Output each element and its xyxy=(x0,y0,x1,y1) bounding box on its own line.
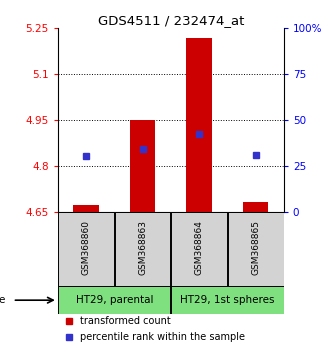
Text: HT29, parental: HT29, parental xyxy=(76,295,153,305)
Bar xyxy=(58,212,114,286)
Bar xyxy=(130,120,155,212)
Text: GSM368865: GSM368865 xyxy=(251,220,260,275)
Bar xyxy=(228,212,283,286)
Text: GSM368863: GSM368863 xyxy=(138,220,147,275)
Bar xyxy=(58,286,171,314)
Bar xyxy=(186,38,212,212)
Text: percentile rank within the sample: percentile rank within the sample xyxy=(80,332,245,342)
Text: transformed count: transformed count xyxy=(80,316,171,326)
Bar xyxy=(115,212,171,286)
Text: HT29, 1st spheres: HT29, 1st spheres xyxy=(180,295,275,305)
Bar xyxy=(73,205,99,212)
Title: GDS4511 / 232474_at: GDS4511 / 232474_at xyxy=(98,14,244,27)
Bar xyxy=(243,201,268,212)
Text: GSM368860: GSM368860 xyxy=(82,220,90,275)
Text: cell line: cell line xyxy=(0,295,6,305)
Bar xyxy=(171,212,227,286)
Bar xyxy=(171,286,283,314)
Text: GSM368864: GSM368864 xyxy=(194,220,204,275)
